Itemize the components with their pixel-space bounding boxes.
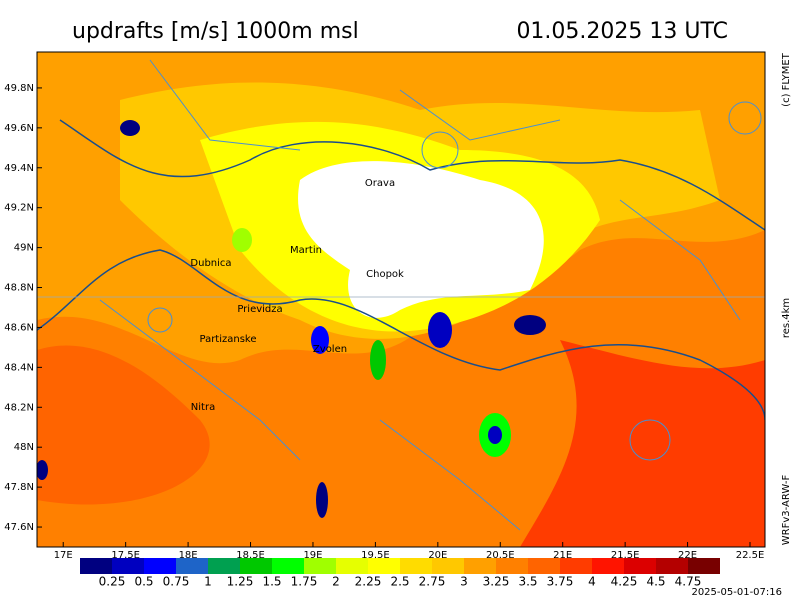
colorbar-swatch xyxy=(688,558,720,574)
colorbar-swatch xyxy=(336,558,368,574)
colorbar-swatch xyxy=(592,558,624,574)
colorbar-label: 1 xyxy=(204,575,212,589)
colorbar-label: 3.75 xyxy=(547,575,574,589)
city-label: Partizanske xyxy=(199,334,256,345)
field xyxy=(37,52,765,547)
colorbar-swatch xyxy=(432,558,464,574)
city-label: Zvolen xyxy=(313,344,347,355)
y-tick-label: 49.2N xyxy=(4,203,34,214)
colorbar-label: 3 xyxy=(460,575,468,589)
copyright: (c) FLYMET xyxy=(781,52,792,107)
x-tick-label: 20E xyxy=(428,550,447,561)
resolution: res.4km xyxy=(781,298,792,338)
x-tick-label: 17.5E xyxy=(111,550,140,561)
city-label: Prievidza xyxy=(237,304,282,315)
colorbar-label: 3.25 xyxy=(483,575,510,589)
colorbar-swatch xyxy=(112,558,144,574)
valid-time: 01.05.2025 13 UTC xyxy=(516,19,728,44)
y-tick-label: 48.4N xyxy=(4,362,34,373)
colorbar-label: 0.75 xyxy=(163,575,190,589)
city-label: Nitra xyxy=(191,402,215,413)
x-tick-label: 20.5E xyxy=(486,550,515,561)
colorbar-swatch xyxy=(272,558,304,574)
y-tick-label: 47.6N xyxy=(4,522,34,533)
colorbar-label: 4.25 xyxy=(611,575,638,589)
colorbar-label: 3.5 xyxy=(518,575,537,589)
colorbar-label: 4.75 xyxy=(675,575,702,589)
colorbar-swatch xyxy=(496,558,528,574)
colorbar-label: 4 xyxy=(588,575,596,589)
y-tick-label: 48.6N xyxy=(4,322,34,333)
x-tick-label: 22.5E xyxy=(736,550,765,561)
x-tick-label: 21E xyxy=(553,550,572,561)
colorbar-swatch xyxy=(176,558,208,574)
colorbar-label: 1.5 xyxy=(262,575,281,589)
colorbar-label: 4.5 xyxy=(646,575,665,589)
colorbar-swatch xyxy=(656,558,688,574)
city-label: Chopok xyxy=(366,269,404,280)
colorbar-swatch xyxy=(80,558,112,574)
title: updrafts [m/s] 1000m msl xyxy=(72,19,359,44)
y-tick-label: 47.8N xyxy=(4,482,34,493)
colorbar-label: 0.25 xyxy=(99,575,126,589)
y-tick-label: 49.4N xyxy=(4,163,34,174)
colorbar-swatch xyxy=(464,558,496,574)
colorbar-swatch xyxy=(400,558,432,574)
colorbar-label: 2.25 xyxy=(355,575,382,589)
colorbar-label: 1.25 xyxy=(227,575,254,589)
y-tick-label: 49.8N xyxy=(4,83,34,94)
map-frame xyxy=(36,51,766,548)
colorbar-label: 2.5 xyxy=(390,575,409,589)
colorbar-swatch xyxy=(240,558,272,574)
x-tick-label: 17E xyxy=(54,550,73,561)
city-label: Orava xyxy=(365,178,395,189)
colorbar-swatch xyxy=(208,558,240,574)
colorbar-label: 2 xyxy=(332,575,340,589)
x-tick-label: 21.5E xyxy=(611,550,640,561)
colorbar-label: 1.75 xyxy=(291,575,318,589)
x-tick-label: 19E xyxy=(303,550,322,561)
model: WRFv3-ARW-F xyxy=(781,475,792,546)
x-tick-label: 18E xyxy=(179,550,198,561)
y-tick-label: 49.6N xyxy=(4,123,34,134)
y-tick-label: 49N xyxy=(14,243,34,254)
colorbar-label: 2.75 xyxy=(419,575,446,589)
x-tick-label: 18.5E xyxy=(236,550,265,561)
colorbar-swatch xyxy=(624,558,656,574)
timestamp: 2025-05-01-07:16 xyxy=(691,587,782,598)
city-label: Martin xyxy=(290,245,322,256)
colorbar-swatch xyxy=(560,558,592,574)
colorbar-label: 0.5 xyxy=(134,575,153,589)
colorbar-swatch xyxy=(528,558,560,574)
city-label: Dubnica xyxy=(190,258,231,269)
colorbar-swatch xyxy=(144,558,176,574)
x-tick-label: 22E xyxy=(678,550,697,561)
y-tick-label: 48N xyxy=(14,442,34,453)
x-tick-label: 19.5E xyxy=(361,550,390,561)
colorbar-swatch xyxy=(304,558,336,574)
colorbar-swatch xyxy=(368,558,400,574)
y-tick-label: 48.8N xyxy=(4,283,34,294)
y-tick-label: 48.2N xyxy=(4,402,34,413)
